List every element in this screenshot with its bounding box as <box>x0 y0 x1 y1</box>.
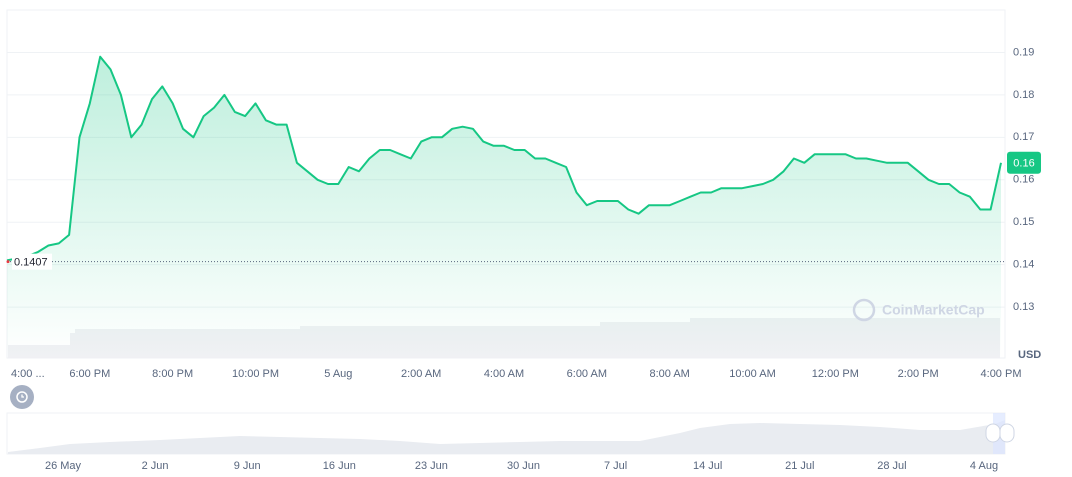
navigator-date-label: 4 Aug <box>970 460 998 472</box>
navigator-date-label: 2 Jun <box>142 460 169 472</box>
y-tick-label: 0.19 <box>1013 46 1034 58</box>
navigator-axis: 26 May 2 Jun 9 Jun 16 Jun 23 Jun 30 Jun 7 Jul 1… <box>45 460 998 472</box>
reference-label: 0.1407 <box>14 257 48 269</box>
price-area <box>7 56 1001 358</box>
x-tick-label: 2:00 AM <box>401 368 441 380</box>
x-tick-label: 4:00 ... <box>11 368 45 380</box>
y-tick-label: 0.14 <box>1013 259 1034 271</box>
navigator-handle[interactable] <box>985 423 1015 443</box>
navigator-date-label: 26 May <box>45 460 82 472</box>
plot: 4:00 ... 6:00 PM 8:00 PM 10:00 PM 5 Aug 2:00 … <box>6 55 1041 380</box>
y-tick-label: 0.16 <box>1013 174 1034 186</box>
watermark-text: CoinMarketCap <box>882 302 985 318</box>
navigator-date-label: 7 Jul <box>604 460 627 472</box>
navigator-area <box>8 420 1005 454</box>
reference-dot <box>6 260 10 264</box>
x-tick-label: 4:00 PM <box>981 368 1022 380</box>
x-tick-label: 4:00 AM <box>484 368 524 380</box>
reference-label-bg <box>12 253 52 270</box>
x-tick-label: 8:00 AM <box>649 368 689 380</box>
y-tick-label: 0.15 <box>1013 216 1034 228</box>
price-line <box>6 55 1002 262</box>
last-price-label: 0.16 <box>1013 158 1034 170</box>
navigator-date-label: 30 Jun <box>507 460 540 472</box>
navigator-date-label: 9 Jun <box>234 460 261 472</box>
x-tick-label: 10:00 AM <box>729 368 775 380</box>
x-tick-label: 10:00 PM <box>232 368 279 380</box>
history-button[interactable] <box>10 385 34 409</box>
x-tick-label: 2:00 PM <box>898 368 939 380</box>
navigator-date-label: 23 Jun <box>415 460 448 472</box>
last-price-badge <box>1007 151 1041 174</box>
watermark: CoinMarketCap <box>852 298 985 322</box>
y-tick-label: 0.17 <box>1013 131 1034 143</box>
navigator-date-label: 16 Jun <box>323 460 356 472</box>
x-tick-label: 6:00 PM <box>69 368 110 380</box>
x-tick-label: 12:00 PM <box>812 368 859 380</box>
x-tick-label: 5 Aug <box>324 368 352 380</box>
navigator-date-label: 21 Jul <box>785 460 814 472</box>
y-tick-label: 0.18 <box>1013 89 1034 101</box>
navigator-date-label: 14 Jul <box>693 460 722 472</box>
x-tick-label: 6:00 AM <box>567 368 607 380</box>
y-tick-label: 0.13 <box>1013 301 1034 313</box>
navigator-date-label: 28 Jul <box>877 460 906 472</box>
x-tick-label: 8:00 PM <box>152 368 193 380</box>
y-unit: USD <box>1018 349 1041 361</box>
